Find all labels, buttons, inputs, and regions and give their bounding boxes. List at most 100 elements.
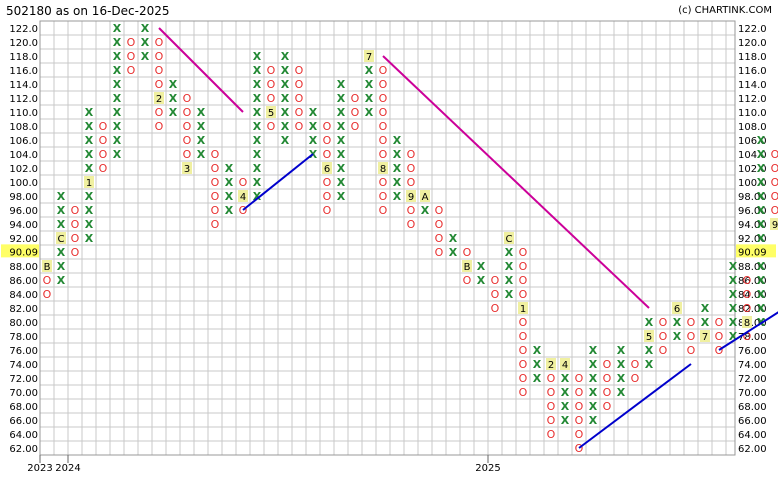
o-mark: O <box>519 386 528 399</box>
o-mark: O <box>659 344 668 357</box>
o-mark: O <box>519 372 528 385</box>
o-mark: O <box>183 106 192 119</box>
x-mark: X <box>85 106 94 119</box>
y-tick-label-left: 102.0 <box>9 164 38 175</box>
o-mark: O <box>43 274 52 287</box>
x-mark: X <box>113 148 122 161</box>
x-mark: X <box>477 260 486 273</box>
o-mark: O <box>43 288 52 301</box>
chart-title: 502180 as on 16-Dec-2025 <box>6 4 170 18</box>
o-mark: O <box>379 148 388 161</box>
o-mark: O <box>99 120 108 133</box>
y-tick-label-right: 80.00 <box>738 318 767 329</box>
y-tick-label-right: 76.00 <box>738 346 767 357</box>
y-tick-label-left: 100.0 <box>9 178 38 189</box>
x-mark: X <box>561 386 570 399</box>
y-tick-label-right: 70.00 <box>738 388 767 399</box>
support-trendline <box>718 311 778 351</box>
o-mark: O <box>239 204 248 217</box>
o-mark: O <box>267 120 276 133</box>
y-tick-label-left: 92.00 <box>9 234 38 245</box>
o-mark: O <box>547 400 556 413</box>
month-marker-bg <box>364 50 374 62</box>
x-mark: X <box>169 106 178 119</box>
o-mark: O <box>743 288 752 301</box>
y-tick-label-right: 92.00 <box>738 234 767 245</box>
x-mark: X <box>113 106 122 119</box>
month-marker-bg <box>420 190 430 202</box>
x-tick-label: 2023 <box>27 463 52 474</box>
x-mark: X <box>449 232 458 245</box>
x-mark: X <box>57 246 66 259</box>
x-mark: X <box>393 134 402 147</box>
x-mark: X <box>393 148 402 161</box>
o-mark: O <box>323 190 332 203</box>
o-mark: O <box>603 386 612 399</box>
o-mark: O <box>771 204 778 217</box>
o-mark: O <box>491 288 500 301</box>
x-mark: X <box>757 162 766 175</box>
o-mark: O <box>379 106 388 119</box>
o-mark: O <box>323 134 332 147</box>
o-mark: O <box>99 162 108 175</box>
x-mark: X <box>505 246 514 259</box>
x-mark: X <box>505 288 514 301</box>
x-mark: X <box>281 92 290 105</box>
y-tick-label-left: 82.00 <box>9 304 38 315</box>
o-mark: O <box>267 92 276 105</box>
x-mark: X <box>337 148 346 161</box>
month-marker: 5 <box>268 108 274 119</box>
o-mark: O <box>211 190 220 203</box>
y-tick-label-right: 100.0 <box>738 178 767 189</box>
o-mark: O <box>771 148 778 161</box>
o-mark: O <box>435 218 444 231</box>
x-mark: X <box>365 92 374 105</box>
o-mark: O <box>547 372 556 385</box>
x-mark: X <box>309 134 318 147</box>
x-mark: X <box>757 204 766 217</box>
x-mark: X <box>533 372 542 385</box>
x-mark: X <box>197 106 206 119</box>
x-mark: X <box>309 106 318 119</box>
o-mark: O <box>211 176 220 189</box>
y-tick-label-left: 116.0 <box>9 66 38 77</box>
x-mark: X <box>449 246 458 259</box>
y-tick-label-left: 110.0 <box>9 108 38 119</box>
x-mark: X <box>253 148 262 161</box>
x-mark: X <box>113 134 122 147</box>
o-mark: O <box>379 78 388 91</box>
x-mark: X <box>225 204 234 217</box>
month-marker: 8 <box>744 318 750 329</box>
x-mark: X <box>57 204 66 217</box>
y-tick-label-left: 120.0 <box>9 38 38 49</box>
x-mark: X <box>701 302 710 315</box>
x-mark: X <box>113 50 122 63</box>
o-mark: O <box>407 148 416 161</box>
o-mark: O <box>547 428 556 441</box>
o-mark: O <box>603 400 612 413</box>
current-price-label-right: 90.09 <box>738 247 767 258</box>
x-mark: X <box>337 162 346 175</box>
o-mark: O <box>519 344 528 357</box>
o-mark: O <box>323 148 332 161</box>
o-mark: O <box>519 288 528 301</box>
x-mark: X <box>169 78 178 91</box>
x-mark: X <box>589 358 598 371</box>
x-mark: X <box>337 120 346 133</box>
o-mark: O <box>71 204 80 217</box>
month-marker: 2 <box>548 360 554 371</box>
o-mark: O <box>631 372 640 385</box>
x-mark: X <box>673 316 682 329</box>
y-tick-label-left: 84.00 <box>9 290 38 301</box>
y-tick-label-right: 88.00 <box>738 262 767 273</box>
x-mark: X <box>169 92 178 105</box>
o-mark: O <box>155 36 164 49</box>
y-tick-label-right: 62.00 <box>738 444 767 455</box>
month-marker-bg <box>560 358 570 370</box>
o-mark: O <box>183 134 192 147</box>
o-mark: O <box>71 246 80 259</box>
x-mark: X <box>757 134 766 147</box>
y-tick-label-right: 104.0 <box>738 150 767 161</box>
o-mark: O <box>183 148 192 161</box>
y-tick-label-right: 74.00 <box>738 360 767 371</box>
